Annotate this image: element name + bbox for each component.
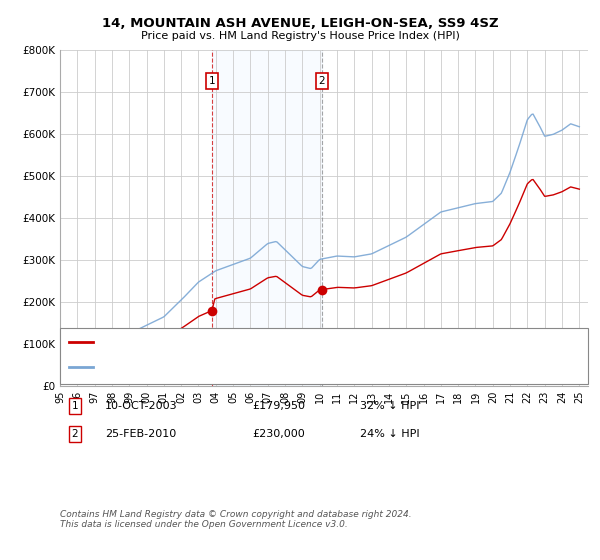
Text: Price paid vs. HM Land Registry's House Price Index (HPI): Price paid vs. HM Land Registry's House …	[140, 31, 460, 41]
Text: HPI: Average price, detached house, Southend-on-Sea: HPI: Average price, detached house, Sout…	[96, 362, 379, 372]
Text: 1: 1	[71, 401, 79, 411]
Text: Contains HM Land Registry data © Crown copyright and database right 2024.
This d: Contains HM Land Registry data © Crown c…	[60, 510, 412, 529]
Text: 14, MOUNTAIN ASH AVENUE, LEIGH-ON-SEA, SS9 4SZ: 14, MOUNTAIN ASH AVENUE, LEIGH-ON-SEA, S…	[101, 17, 499, 30]
Text: 2: 2	[319, 76, 325, 86]
Text: 14, MOUNTAIN ASH AVENUE, LEIGH-ON-SEA, SS9 4SZ (detached house): 14, MOUNTAIN ASH AVENUE, LEIGH-ON-SEA, S…	[96, 337, 468, 347]
Text: £179,950: £179,950	[252, 401, 305, 411]
Text: 32% ↓ HPI: 32% ↓ HPI	[360, 401, 419, 411]
Bar	[212, 50, 322, 386]
Text: 1: 1	[209, 76, 215, 86]
Text: £230,000: £230,000	[252, 429, 305, 439]
Text: 25-FEB-2010: 25-FEB-2010	[105, 429, 176, 439]
Text: 24% ↓ HPI: 24% ↓ HPI	[360, 429, 419, 439]
Text: 2: 2	[71, 429, 79, 439]
Text: 10-OCT-2003: 10-OCT-2003	[105, 401, 178, 411]
